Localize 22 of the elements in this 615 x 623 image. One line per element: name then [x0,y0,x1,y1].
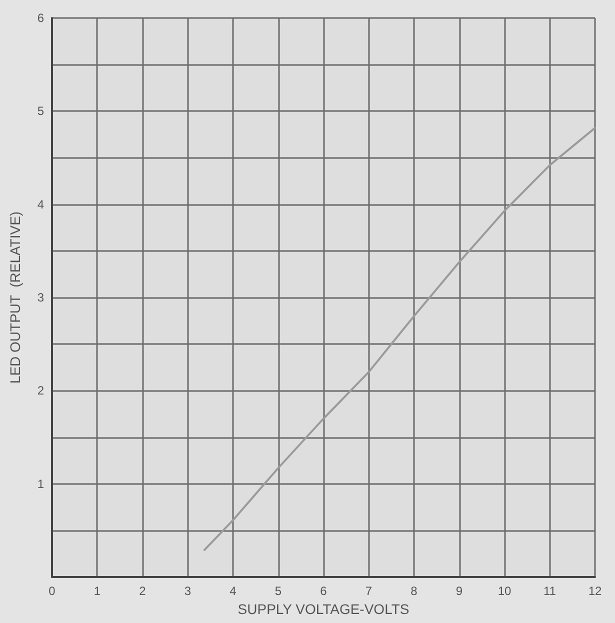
x-tick-label: 0 [48,584,56,598]
x-tick-label: 3 [184,584,192,598]
y-tick-label: 3 [37,290,44,304]
y-axis-title: LED OUTPUT (RELATIVE) [7,211,23,384]
x-tick-label: 10 [498,584,512,598]
x-tick-label: 11 [544,584,556,598]
x-tick-label: 2 [139,584,146,598]
line-series [203,126,596,551]
x-tick-label: 1 [94,584,101,598]
y-tick-label: 1 [37,476,44,491]
x-tick-label: 12 [588,584,602,598]
x-tick-label: 6 [320,584,328,598]
x-tick-label: 8 [410,584,418,598]
x-tick-label: 9 [456,584,463,598]
x-tick-label: 7 [365,584,372,598]
y-tick-label: 2 [37,384,44,398]
y-tick-label: 6 [37,11,44,25]
y-tick-label: 4 [37,197,44,212]
y-tick-label: 5 [37,104,44,118]
x-tick-label: 5 [274,584,282,598]
x-tick-label: 4 [230,584,237,598]
x-axis-title: SUPPLY VOLTAGE-VOLTS [238,600,410,617]
